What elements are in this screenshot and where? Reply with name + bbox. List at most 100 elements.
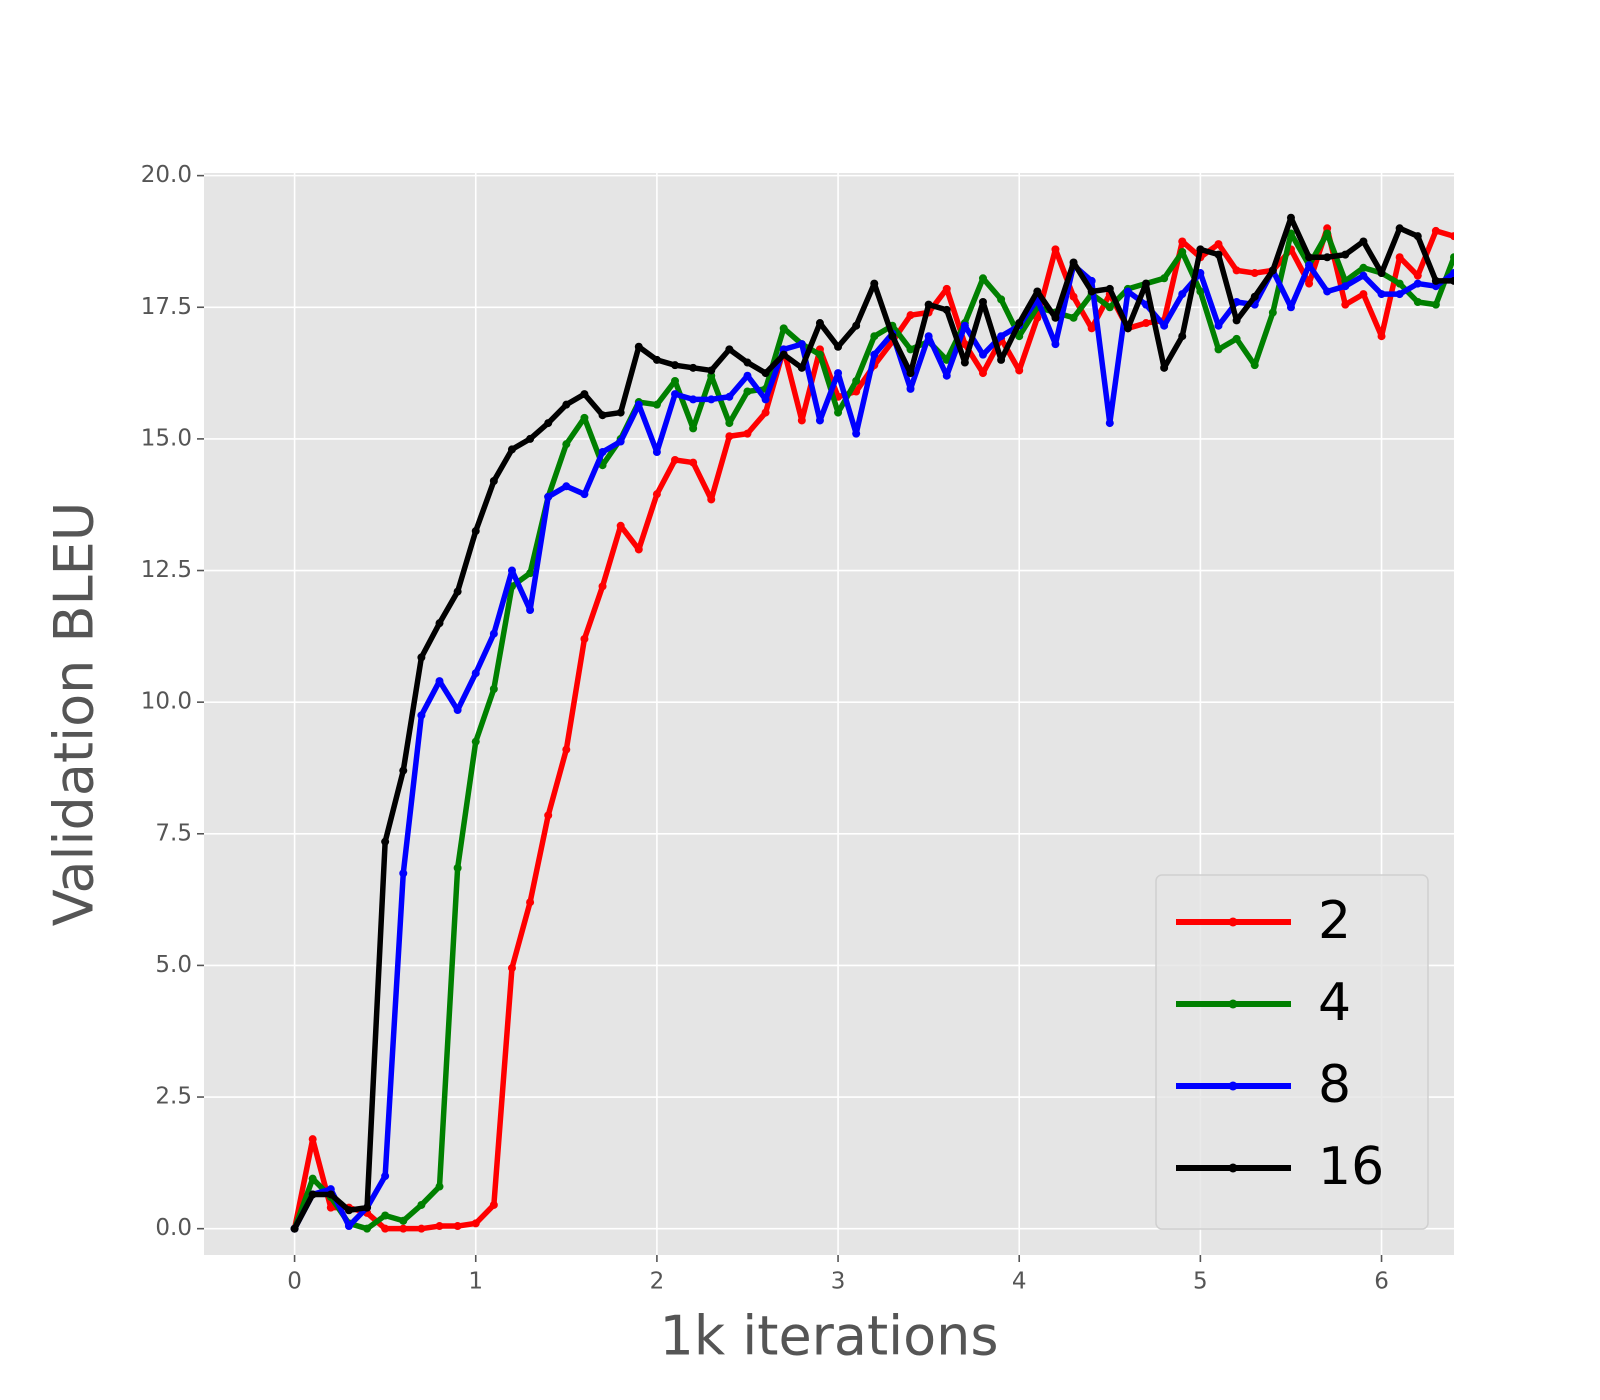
point bbox=[562, 440, 571, 449]
point bbox=[1341, 250, 1350, 259]
legend-marker bbox=[1228, 999, 1238, 1009]
y-tick-label: 7.5 bbox=[155, 820, 192, 846]
point bbox=[671, 390, 680, 399]
x-axis-label: 1k iterations bbox=[659, 1305, 998, 1368]
point bbox=[526, 434, 535, 443]
point bbox=[743, 429, 752, 438]
point bbox=[906, 384, 915, 393]
point bbox=[634, 342, 643, 351]
point bbox=[652, 490, 661, 499]
point bbox=[978, 369, 987, 378]
point bbox=[960, 358, 969, 367]
point bbox=[399, 869, 408, 878]
point bbox=[326, 1190, 335, 1199]
point bbox=[1250, 292, 1259, 301]
y-tick-label: 20.0 bbox=[141, 162, 192, 188]
y-tick-label: 5.0 bbox=[155, 952, 192, 978]
point bbox=[634, 400, 643, 409]
point bbox=[453, 587, 462, 596]
point bbox=[652, 400, 661, 409]
legend-label: 4 bbox=[1318, 973, 1351, 1033]
point bbox=[725, 345, 734, 354]
y-axis-label: Validation BLEU bbox=[43, 502, 106, 927]
y-tick-label: 2.5 bbox=[155, 1084, 192, 1110]
point bbox=[1214, 240, 1223, 249]
point bbox=[689, 424, 698, 433]
point bbox=[1431, 300, 1440, 309]
point bbox=[489, 629, 498, 638]
x-tick-label: 0 bbox=[287, 1269, 302, 1295]
point bbox=[544, 811, 553, 820]
point bbox=[870, 332, 879, 341]
point bbox=[598, 448, 607, 457]
point bbox=[852, 429, 861, 438]
point bbox=[1123, 324, 1132, 333]
point bbox=[1431, 276, 1440, 285]
point bbox=[1123, 287, 1132, 296]
point bbox=[960, 321, 969, 330]
point bbox=[960, 340, 969, 349]
point bbox=[707, 495, 716, 504]
point bbox=[489, 477, 498, 486]
point bbox=[1142, 319, 1151, 328]
point bbox=[797, 340, 806, 349]
point bbox=[725, 392, 734, 401]
point bbox=[707, 395, 716, 404]
point bbox=[1413, 232, 1422, 241]
point bbox=[435, 619, 444, 628]
point bbox=[1105, 303, 1114, 312]
point bbox=[471, 669, 480, 678]
point bbox=[1033, 313, 1042, 322]
point bbox=[616, 408, 625, 417]
point bbox=[1051, 313, 1060, 322]
point bbox=[779, 350, 788, 359]
point bbox=[1015, 332, 1024, 341]
point bbox=[435, 677, 444, 686]
point bbox=[1268, 308, 1277, 317]
point bbox=[815, 416, 824, 425]
point bbox=[1341, 300, 1350, 309]
point bbox=[363, 1203, 372, 1212]
point bbox=[1069, 313, 1078, 322]
point bbox=[888, 332, 897, 341]
point bbox=[997, 332, 1006, 341]
point bbox=[1232, 316, 1241, 325]
point bbox=[852, 321, 861, 330]
point bbox=[1069, 258, 1078, 267]
legend-marker bbox=[1228, 917, 1238, 927]
point bbox=[852, 376, 861, 385]
point bbox=[1359, 271, 1368, 280]
point bbox=[580, 413, 589, 422]
point bbox=[453, 1222, 462, 1231]
point bbox=[1051, 245, 1060, 254]
point bbox=[526, 898, 535, 907]
y-tick-label: 15.0 bbox=[141, 425, 192, 451]
point bbox=[1413, 297, 1422, 306]
point bbox=[1105, 284, 1114, 293]
point bbox=[1196, 287, 1205, 296]
point bbox=[1214, 250, 1223, 259]
point bbox=[616, 437, 625, 446]
point bbox=[1413, 271, 1422, 280]
point bbox=[399, 1224, 408, 1233]
point bbox=[906, 311, 915, 320]
point bbox=[942, 371, 951, 380]
point bbox=[1214, 345, 1223, 354]
point bbox=[453, 864, 462, 873]
point bbox=[381, 1172, 390, 1181]
point bbox=[1305, 253, 1314, 262]
legend-label: 2 bbox=[1318, 891, 1351, 951]
point bbox=[707, 366, 716, 375]
x-tick-label: 5 bbox=[1193, 1269, 1208, 1295]
point bbox=[1087, 324, 1096, 333]
point bbox=[942, 305, 951, 314]
point bbox=[1359, 290, 1368, 299]
point bbox=[598, 411, 607, 420]
legend-label: 16 bbox=[1318, 1137, 1384, 1197]
point bbox=[1268, 266, 1277, 275]
point bbox=[815, 350, 824, 359]
point bbox=[1395, 279, 1404, 288]
point bbox=[1286, 213, 1295, 222]
point bbox=[1323, 253, 1332, 262]
point bbox=[834, 369, 843, 378]
